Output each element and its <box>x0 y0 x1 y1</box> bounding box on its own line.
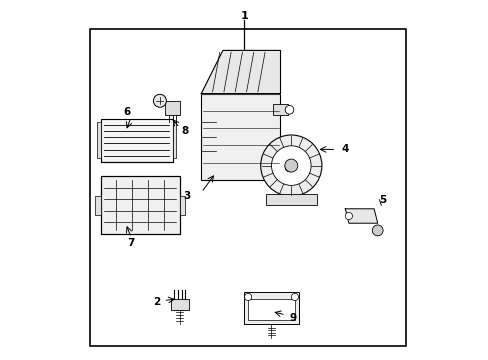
Bar <box>201 94 280 180</box>
Bar <box>165 101 179 115</box>
Circle shape <box>345 212 352 220</box>
Text: 1: 1 <box>240 11 248 21</box>
Circle shape <box>244 293 251 301</box>
Text: 6: 6 <box>123 107 131 117</box>
Bar <box>101 119 172 162</box>
Bar <box>179 195 185 215</box>
Text: 9: 9 <box>289 312 296 323</box>
Bar <box>170 299 188 310</box>
Circle shape <box>285 163 293 172</box>
Circle shape <box>153 94 166 107</box>
Polygon shape <box>201 50 280 94</box>
Polygon shape <box>345 209 377 223</box>
Circle shape <box>285 105 293 114</box>
Bar <box>244 292 298 324</box>
Bar <box>265 194 316 205</box>
Circle shape <box>371 225 382 236</box>
Bar <box>247 299 294 320</box>
Text: 2: 2 <box>152 297 160 307</box>
Circle shape <box>271 146 310 185</box>
Bar <box>95 195 101 215</box>
Text: 8: 8 <box>181 126 188 136</box>
Bar <box>273 104 287 115</box>
Bar <box>172 122 176 158</box>
Circle shape <box>284 159 297 172</box>
Bar <box>101 176 179 234</box>
Bar <box>97 122 101 158</box>
Circle shape <box>291 293 298 301</box>
Text: 7: 7 <box>127 238 135 248</box>
Bar <box>273 162 287 173</box>
Text: 3: 3 <box>183 191 190 201</box>
Bar <box>89 29 406 346</box>
Text: 4: 4 <box>341 144 348 154</box>
Circle shape <box>260 135 321 196</box>
Text: 5: 5 <box>379 195 386 205</box>
